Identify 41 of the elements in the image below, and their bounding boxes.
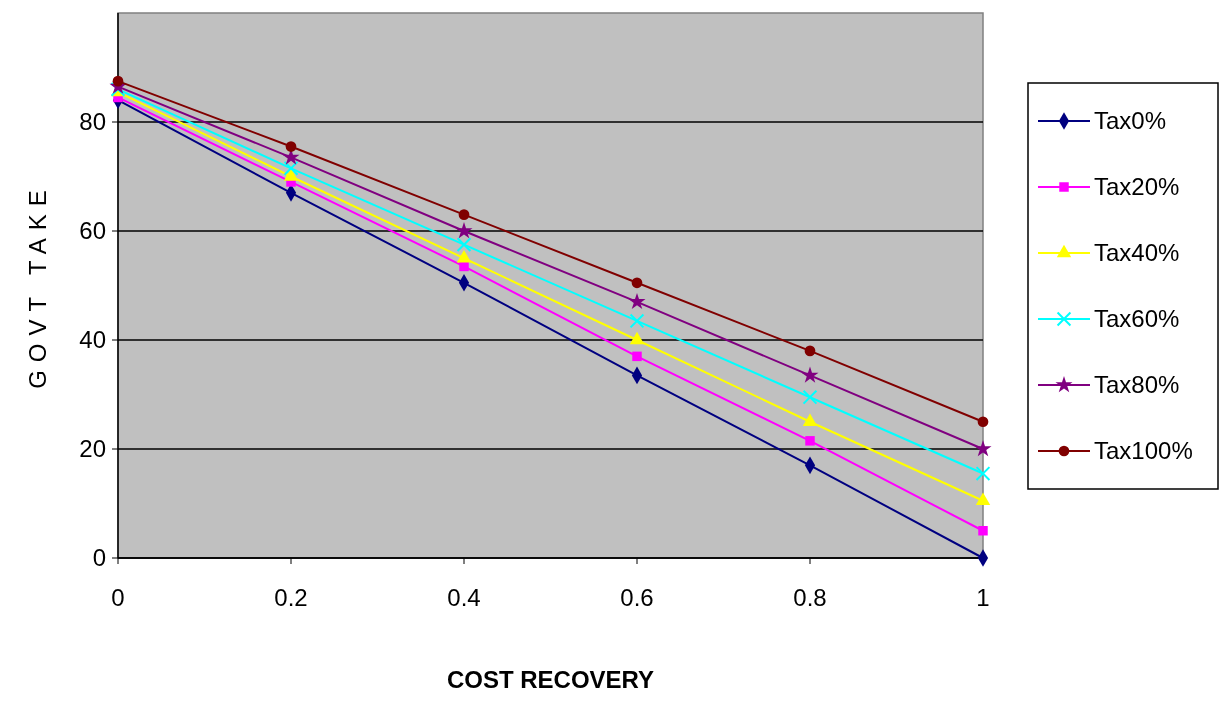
- point: [456, 249, 472, 263]
- point: [629, 331, 645, 345]
- point: [977, 416, 989, 428]
- x-tick-label: 0.4: [447, 584, 481, 611]
- x-tick-label: 0.8: [793, 584, 827, 611]
- point: [805, 436, 815, 446]
- legend-label: Tax40%: [1094, 239, 1180, 267]
- legend-label: Tax60%: [1094, 305, 1180, 333]
- x-tick-label: 1: [976, 584, 990, 611]
- y-tick-label: 0: [92, 544, 106, 572]
- x-tick-label: 0.6: [620, 584, 654, 611]
- point: [978, 526, 988, 536]
- point: [112, 75, 124, 87]
- legend-label: Tax100%: [1094, 437, 1193, 465]
- x-axis-title: COST RECOVERY: [446, 666, 655, 693]
- point: [629, 313, 645, 329]
- point: [283, 168, 299, 181]
- y-tick-label: 80: [79, 108, 106, 136]
- legend-label: Tax80%: [1094, 371, 1180, 399]
- point: [804, 345, 816, 357]
- point: [631, 277, 643, 289]
- y-axis-title: GOVT TAKE: [24, 182, 51, 389]
- point: [628, 292, 646, 310]
- point: [974, 440, 992, 457]
- point: [455, 222, 473, 239]
- point: [283, 160, 299, 176]
- point: [456, 237, 472, 253]
- y-tick-label: 60: [79, 217, 106, 245]
- point: [801, 366, 819, 383]
- legend-label: Tax0%: [1094, 107, 1167, 135]
- point: [459, 261, 469, 272]
- legend-label: Tax20%: [1094, 173, 1180, 201]
- y-tick-label: 20: [79, 435, 106, 463]
- point: [632, 351, 642, 362]
- y-tick-label: 40: [79, 326, 106, 354]
- point: [285, 141, 297, 152]
- point: [458, 209, 470, 220]
- x-tick-label: 0.2: [274, 584, 308, 611]
- point: [802, 389, 818, 405]
- x-tick-label: 0: [111, 584, 125, 611]
- point: [975, 466, 991, 481]
